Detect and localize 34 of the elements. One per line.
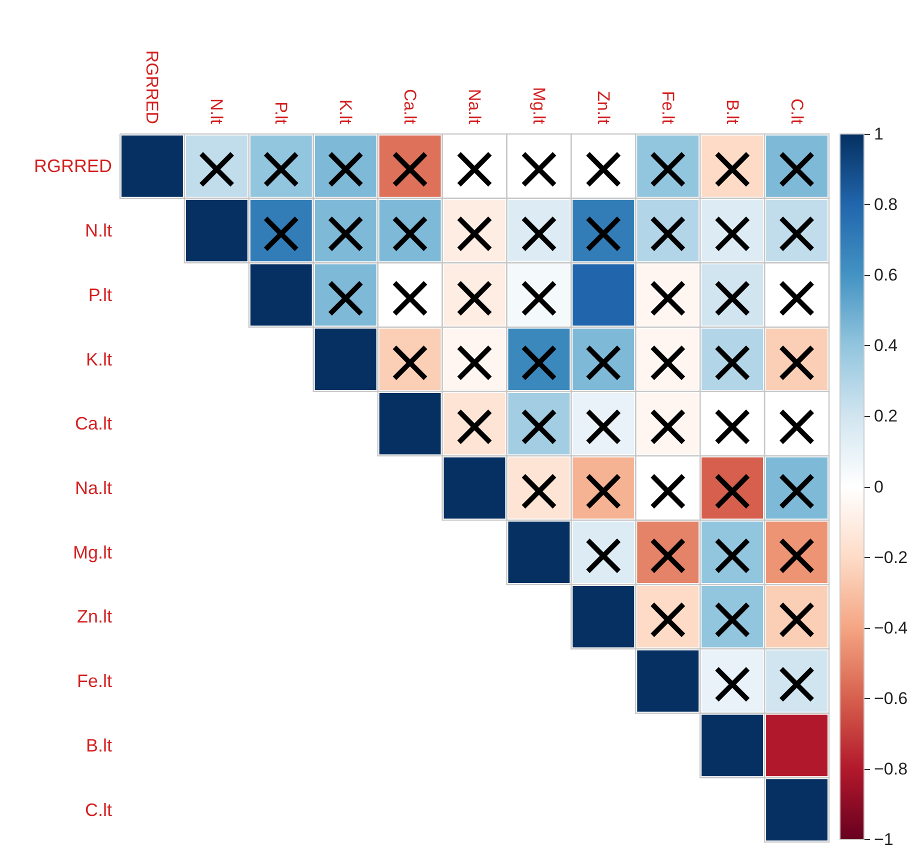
color-bar-label: 0.2 <box>874 406 898 426</box>
x-tick-label: N.lt <box>207 98 226 124</box>
color-bar-label: 1 <box>874 124 884 144</box>
x-tick-label: RGRRED <box>142 50 162 124</box>
color-bar-label: −0.2 <box>874 548 908 567</box>
y-tick-label: P.lt <box>88 284 112 305</box>
color-bar-label: −1 <box>874 830 894 848</box>
color-bar-label: −0.4 <box>874 618 908 638</box>
y-tick-label: Mg.lt <box>72 542 112 562</box>
x-tick-label: B.lt <box>722 99 742 124</box>
y-tick-label: N.lt <box>85 220 112 241</box>
color-bar-label: 0 <box>874 477 884 496</box>
x-tick-label: C.lt <box>787 98 806 124</box>
x-tick-label: P.lt <box>272 102 291 124</box>
y-tick-label: K.lt <box>86 349 112 370</box>
color-bar-label: 0.6 <box>874 266 898 285</box>
color-bar-label: −0.6 <box>874 688 908 708</box>
y-tick-label: Fe.lt <box>76 671 112 692</box>
x-tick-label: Zn.lt <box>594 90 613 124</box>
y-tick-label: Zn.lt <box>76 606 112 627</box>
x-tick-label: Ca.lt <box>400 89 420 124</box>
y-tick-label: Ca.lt <box>74 414 112 434</box>
x-tick-label: Na.lt <box>465 89 484 124</box>
y-tick-label: C.lt <box>85 800 112 820</box>
color-bar-label: 0.4 <box>874 336 898 356</box>
y-tick-label: B.lt <box>86 735 112 756</box>
x-tick-label: Mg.lt <box>529 87 548 124</box>
y-tick-label: RGRRED <box>34 156 112 176</box>
color-bar-label: 0.8 <box>874 195 898 214</box>
color-bar-label: −0.8 <box>874 759 908 778</box>
x-tick-label: Fe.lt <box>658 90 678 124</box>
x-tick-label: K.lt <box>336 99 356 124</box>
data-label: × <box>191 132 242 204</box>
y-tick-label: Na.lt <box>74 478 112 498</box>
